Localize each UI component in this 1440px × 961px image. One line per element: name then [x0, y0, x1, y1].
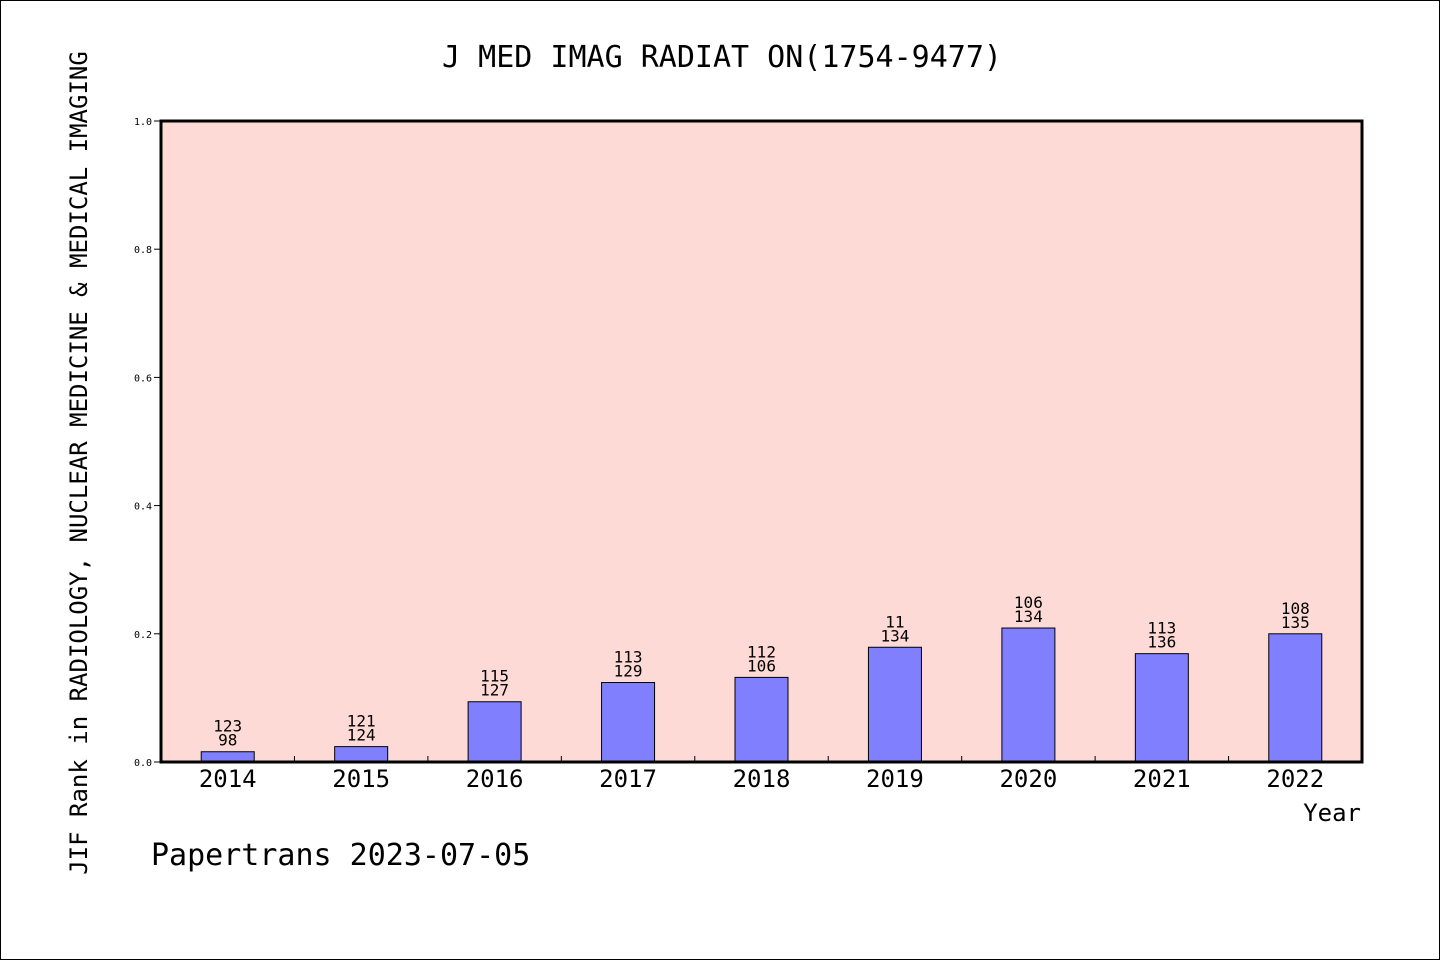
y-tick-label: 0.6 — [134, 373, 152, 384]
data-label-bottom: 127 — [480, 681, 509, 700]
data-label-top: 115 — [480, 667, 509, 686]
bar-2019 — [867, 646, 922, 763]
x-tick-label: 2015 — [332, 765, 390, 793]
bar-2017 — [601, 682, 656, 763]
x-tick-label: 2021 — [1133, 765, 1191, 793]
x-tick-label: 2019 — [866, 765, 924, 793]
bar-2014 — [200, 751, 255, 763]
bar-2022 — [1268, 633, 1323, 763]
data-label-bottom: 98 — [218, 731, 237, 750]
y-tick-label: 0.4 — [134, 502, 152, 513]
data-label-top: 113 — [1147, 619, 1176, 638]
x-tick-label: 2018 — [733, 765, 791, 793]
data-labels: 1239820141211242015115127201611312920171… — [199, 593, 1324, 793]
data-label-top: 123 — [213, 717, 242, 736]
bars — [200, 627, 1323, 763]
y-tick-label: 0.2 — [134, 630, 152, 641]
x-tick-label: 2014 — [199, 765, 257, 793]
y-tick-label: 0.8 — [134, 245, 152, 256]
bar-2016 — [467, 701, 522, 763]
data-label-top: 113 — [614, 648, 643, 667]
footer-credit: Papertrans 2023-07-05 — [151, 838, 530, 873]
bar-2020 — [1001, 627, 1056, 763]
data-label-top: 108 — [1281, 599, 1310, 618]
y-tick-label: 0.0 — [134, 758, 152, 769]
data-label-bottom: 106 — [747, 656, 776, 675]
bar-2021 — [1134, 653, 1189, 763]
data-label-bottom: 134 — [1014, 607, 1043, 626]
plot-border — [159, 119, 1364, 764]
y-axis-label: JIF Rank in RADIOLOGY, NUCLEAR MEDICINE … — [65, 51, 93, 875]
data-label-bottom: 129 — [614, 662, 643, 681]
x-tick-label: 2016 — [466, 765, 524, 793]
x-axis-label: Year — [1303, 799, 1361, 827]
data-label-top: 11 — [885, 612, 904, 631]
x-tick-label: 2022 — [1266, 765, 1324, 793]
x-tick-label: 2017 — [599, 765, 657, 793]
x-tick-label: 2020 — [999, 765, 1057, 793]
data-label-bottom: 134 — [880, 626, 909, 645]
data-label-top: 121 — [347, 712, 376, 731]
bar-2015 — [334, 746, 389, 763]
y-tick-label: 1.0 — [134, 117, 152, 128]
data-label-bottom: 124 — [347, 726, 376, 745]
data-label-bottom: 136 — [1147, 633, 1176, 652]
chart-title: J MED IMAG RADIAT ON(1754-9477) — [442, 40, 1002, 75]
bar-2018 — [734, 676, 789, 763]
data-label-top: 112 — [747, 642, 776, 661]
data-label-top: 106 — [1014, 593, 1043, 612]
data-label-bottom: 135 — [1281, 613, 1310, 632]
